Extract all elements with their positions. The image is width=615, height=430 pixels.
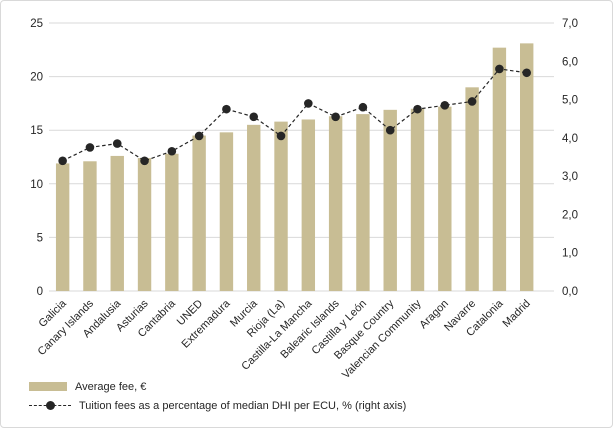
line-point-5 [194,131,204,141]
line-series-marker [29,401,71,410]
bar-12 [383,109,397,291]
line-point-15 [467,97,477,106]
right-axis-tick: 4,0 [562,133,578,145]
line-series-path [62,68,527,162]
bar-16 [492,47,507,291]
right-axis-tick: 2,0 [562,209,578,221]
category-label: Extremadura [180,297,234,351]
bar-6 [219,132,234,291]
bar-17 [520,43,534,292]
left-axis-tick: 25 [30,18,43,30]
line-point-12 [385,125,395,135]
line-point-0 [58,156,67,166]
legend-item-line-series: Tuition fees as a percentage of median D… [29,396,406,415]
bar-13 [410,108,425,291]
bar-9 [301,119,316,291]
line-point-14 [440,101,450,110]
legend: Average fee, € Tuition fees as a percent… [29,377,406,415]
bar-5 [192,135,206,291]
left-axis-tick: 20 [30,72,43,84]
line-point-9 [304,99,313,108]
line-point-7 [249,112,259,122]
legend-label-bar-series: Average fee, € [75,380,147,393]
bar-11 [356,114,370,292]
right-axis-tick: 5,0 [562,95,578,107]
right-axis-tick: 6,0 [562,56,578,68]
bar-8 [274,121,288,292]
bar-0 [55,163,70,291]
line-point-4 [167,146,177,156]
left-axis-tick: 5 [37,232,43,244]
left-axis-tick: 15 [30,125,43,137]
line-point-2 [112,139,122,148]
category-label: Madrid [501,298,533,330]
bar-10 [328,116,343,291]
bar-series-swatch [29,382,67,391]
line-point-icon [46,401,55,410]
bar-3 [137,158,152,291]
bar-4 [165,153,179,291]
bar-2 [110,155,124,291]
bar-14 [438,106,452,291]
right-axis-tick: 3,0 [562,171,578,183]
line-point-6 [222,104,231,114]
left-axis-tick: 0 [37,286,43,298]
legend-label-line-series: Tuition fees as a percentage of median D… [79,399,407,412]
line-point-10 [331,112,340,122]
line-point-3 [140,156,149,166]
line-point-17 [522,68,532,78]
bar-7 [247,124,261,291]
right-axis-tick: 0,0 [562,286,578,298]
line-point-11 [358,102,368,112]
right-axis-tick: 1,0 [562,248,578,260]
line-point-13 [413,104,422,114]
right-axis-tick: 7,0 [562,18,578,30]
line-point-1 [85,143,95,152]
bar-15 [465,87,479,291]
bar-1 [83,161,97,291]
legend-item-bar-series: Average fee, € [29,377,406,396]
line-point-8 [276,131,286,141]
line-point-16 [495,64,504,74]
left-axis-tick: 10 [30,179,43,191]
